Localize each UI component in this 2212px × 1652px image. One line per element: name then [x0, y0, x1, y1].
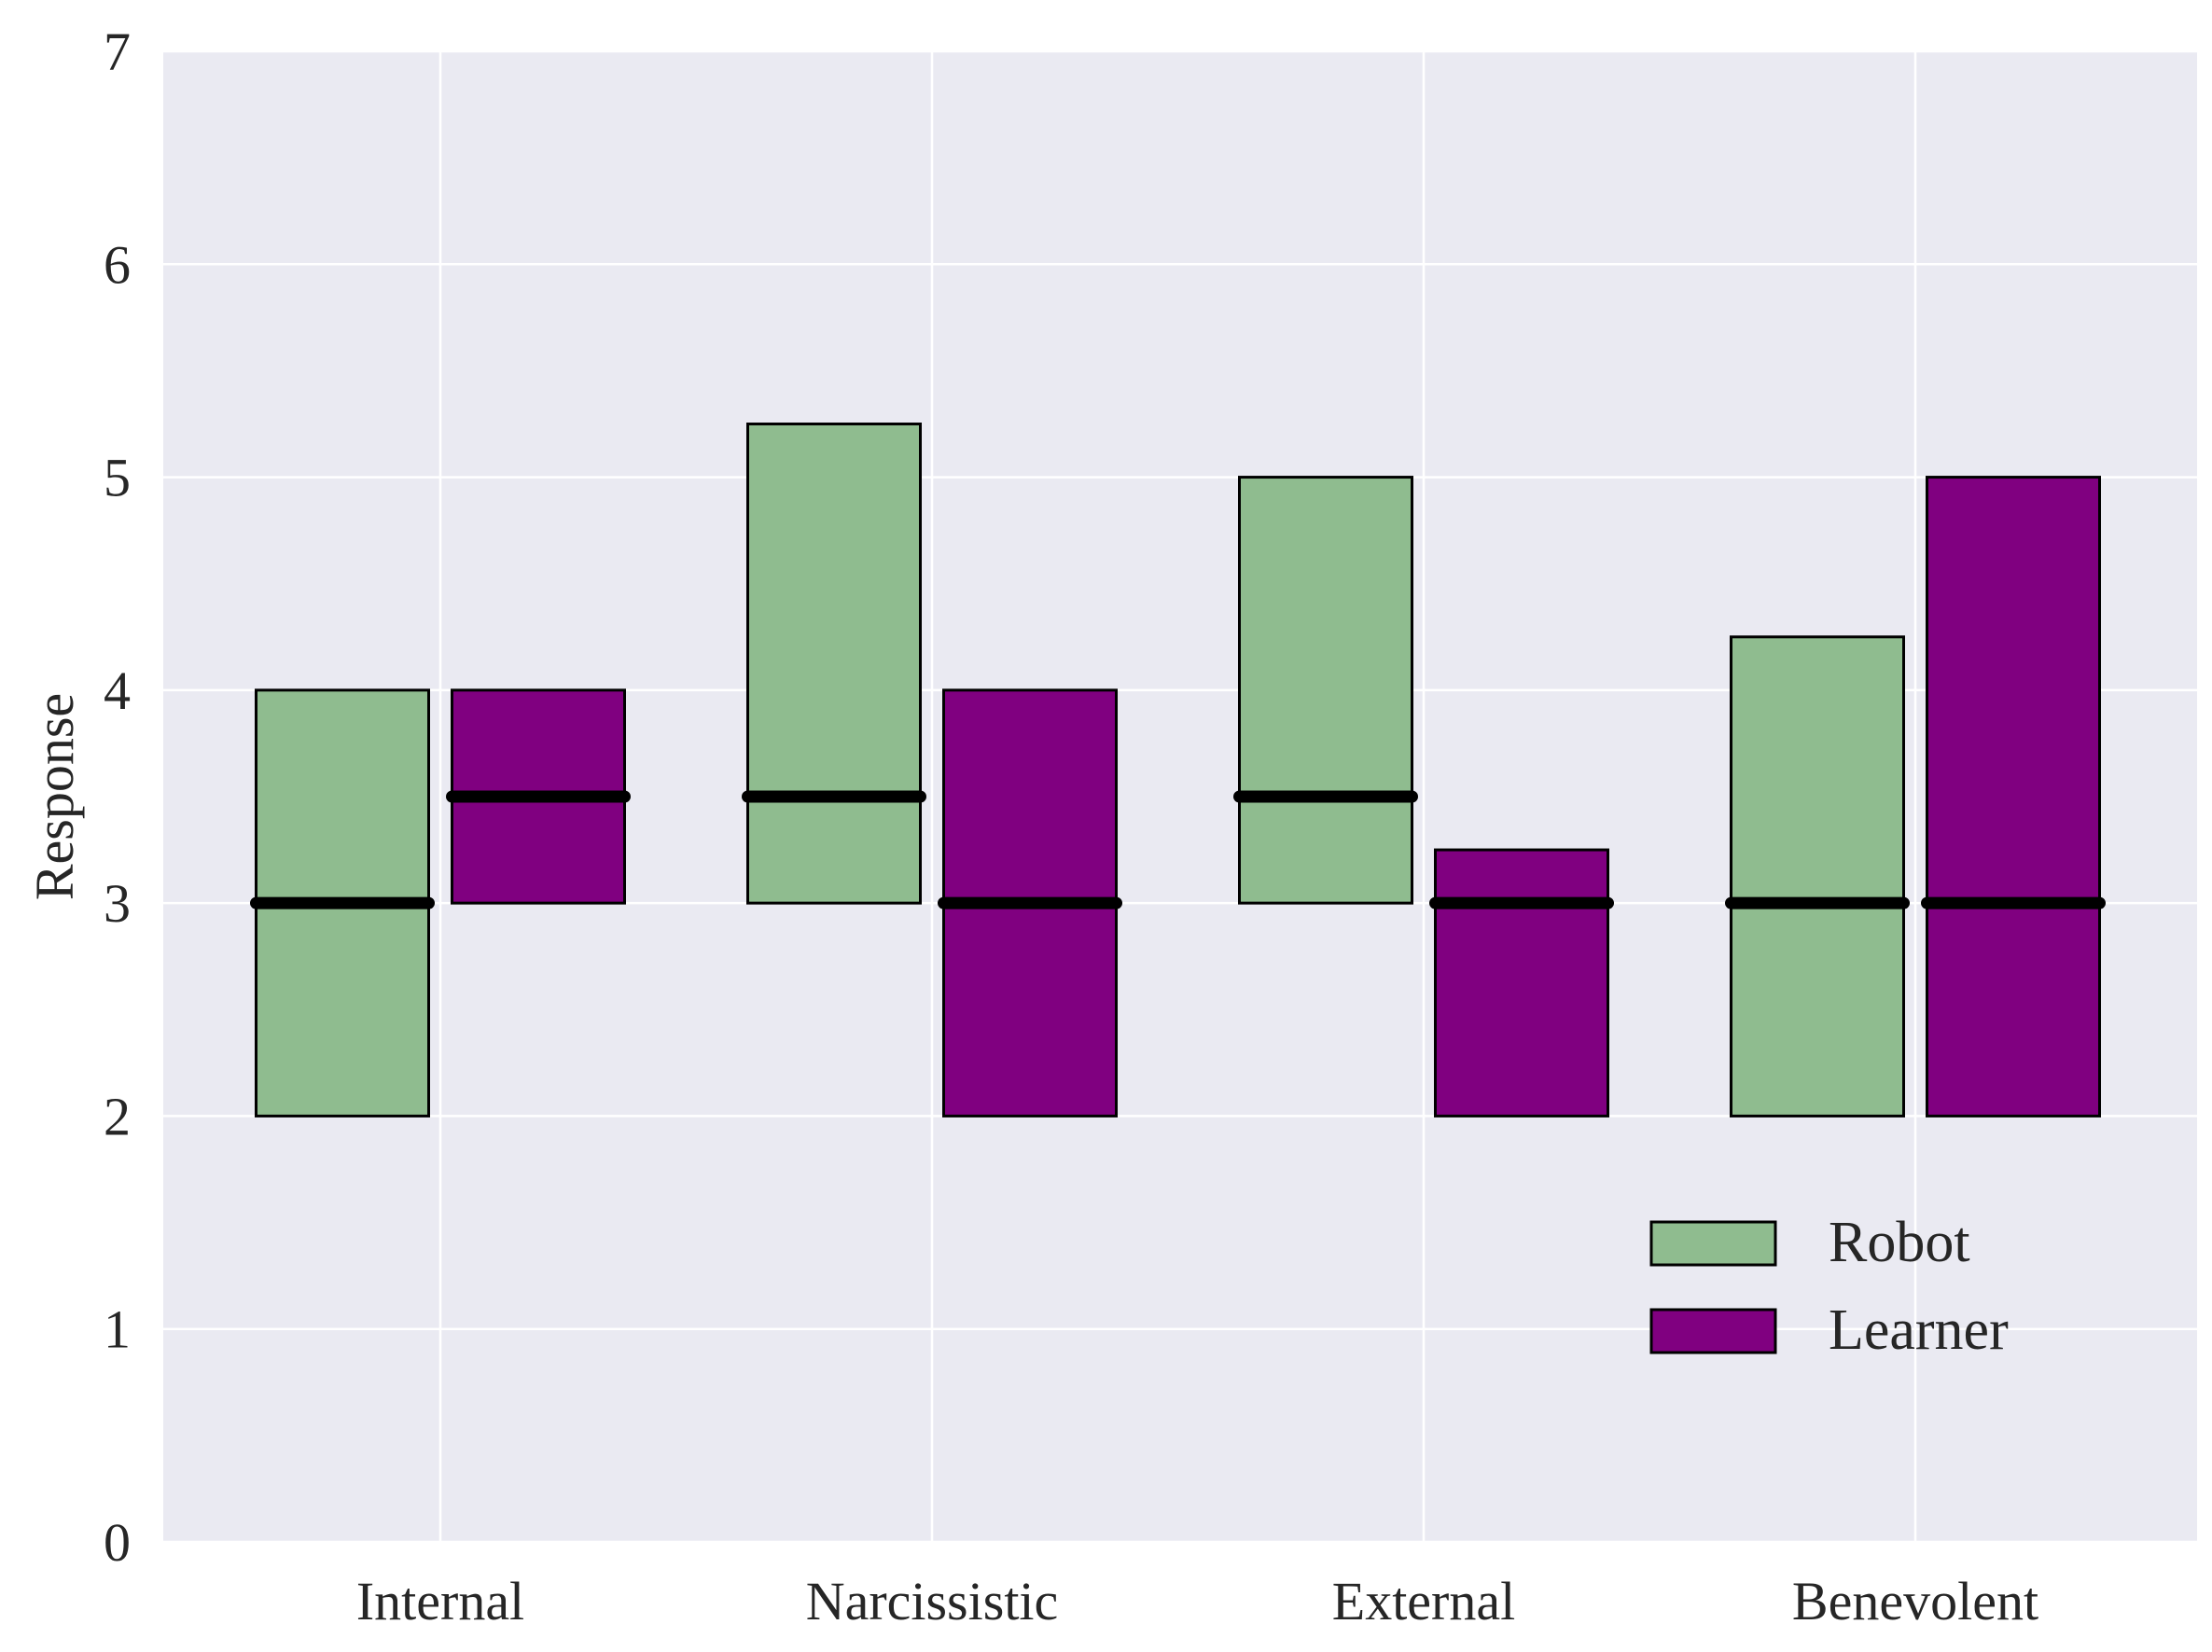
y-tick-labels: 0 1 2 3 4 5 6 7: [104, 21, 131, 1573]
y-axis-label: Response: [24, 693, 85, 900]
x-tick-benevolent: Benevolent: [1792, 1571, 2038, 1631]
y-tick-6: 6: [104, 234, 131, 295]
x-tick-narcissistic: Narcissistic: [806, 1571, 1059, 1631]
box-learner-benevolent: [1926, 476, 2101, 1118]
y-tick-7: 7: [104, 21, 131, 82]
y-tick-3: 3: [104, 873, 131, 934]
legend: Robot Learner: [1649, 1211, 2009, 1362]
box-robot-narcissistic: [746, 423, 922, 905]
y-tick-5: 5: [104, 448, 131, 508]
legend-label-robot: Robot: [1829, 1211, 1970, 1274]
box-robot-benevolent: [1730, 635, 1905, 1118]
y-tick-1: 1: [104, 1299, 131, 1360]
legend-swatch-learner: [1649, 1308, 1777, 1354]
box-robot-external: [1238, 476, 1413, 905]
y-tick-2: 2: [104, 1086, 131, 1146]
x-tick-external: External: [1332, 1571, 1515, 1631]
x-tick-internal: Internal: [356, 1571, 524, 1631]
y-tick-4: 4: [104, 660, 131, 721]
y-tick-0: 0: [104, 1512, 131, 1573]
boxes-group: [250, 423, 2106, 1118]
grid-lines: [163, 49, 2197, 1544]
x-tick-labels: Internal Narcissistic External Benevolent: [356, 1571, 2038, 1631]
legend-swatch-robot: [1649, 1220, 1777, 1267]
legend-label-learner: Learner: [1829, 1298, 2009, 1362]
box-learner-external: [1434, 848, 1609, 1118]
